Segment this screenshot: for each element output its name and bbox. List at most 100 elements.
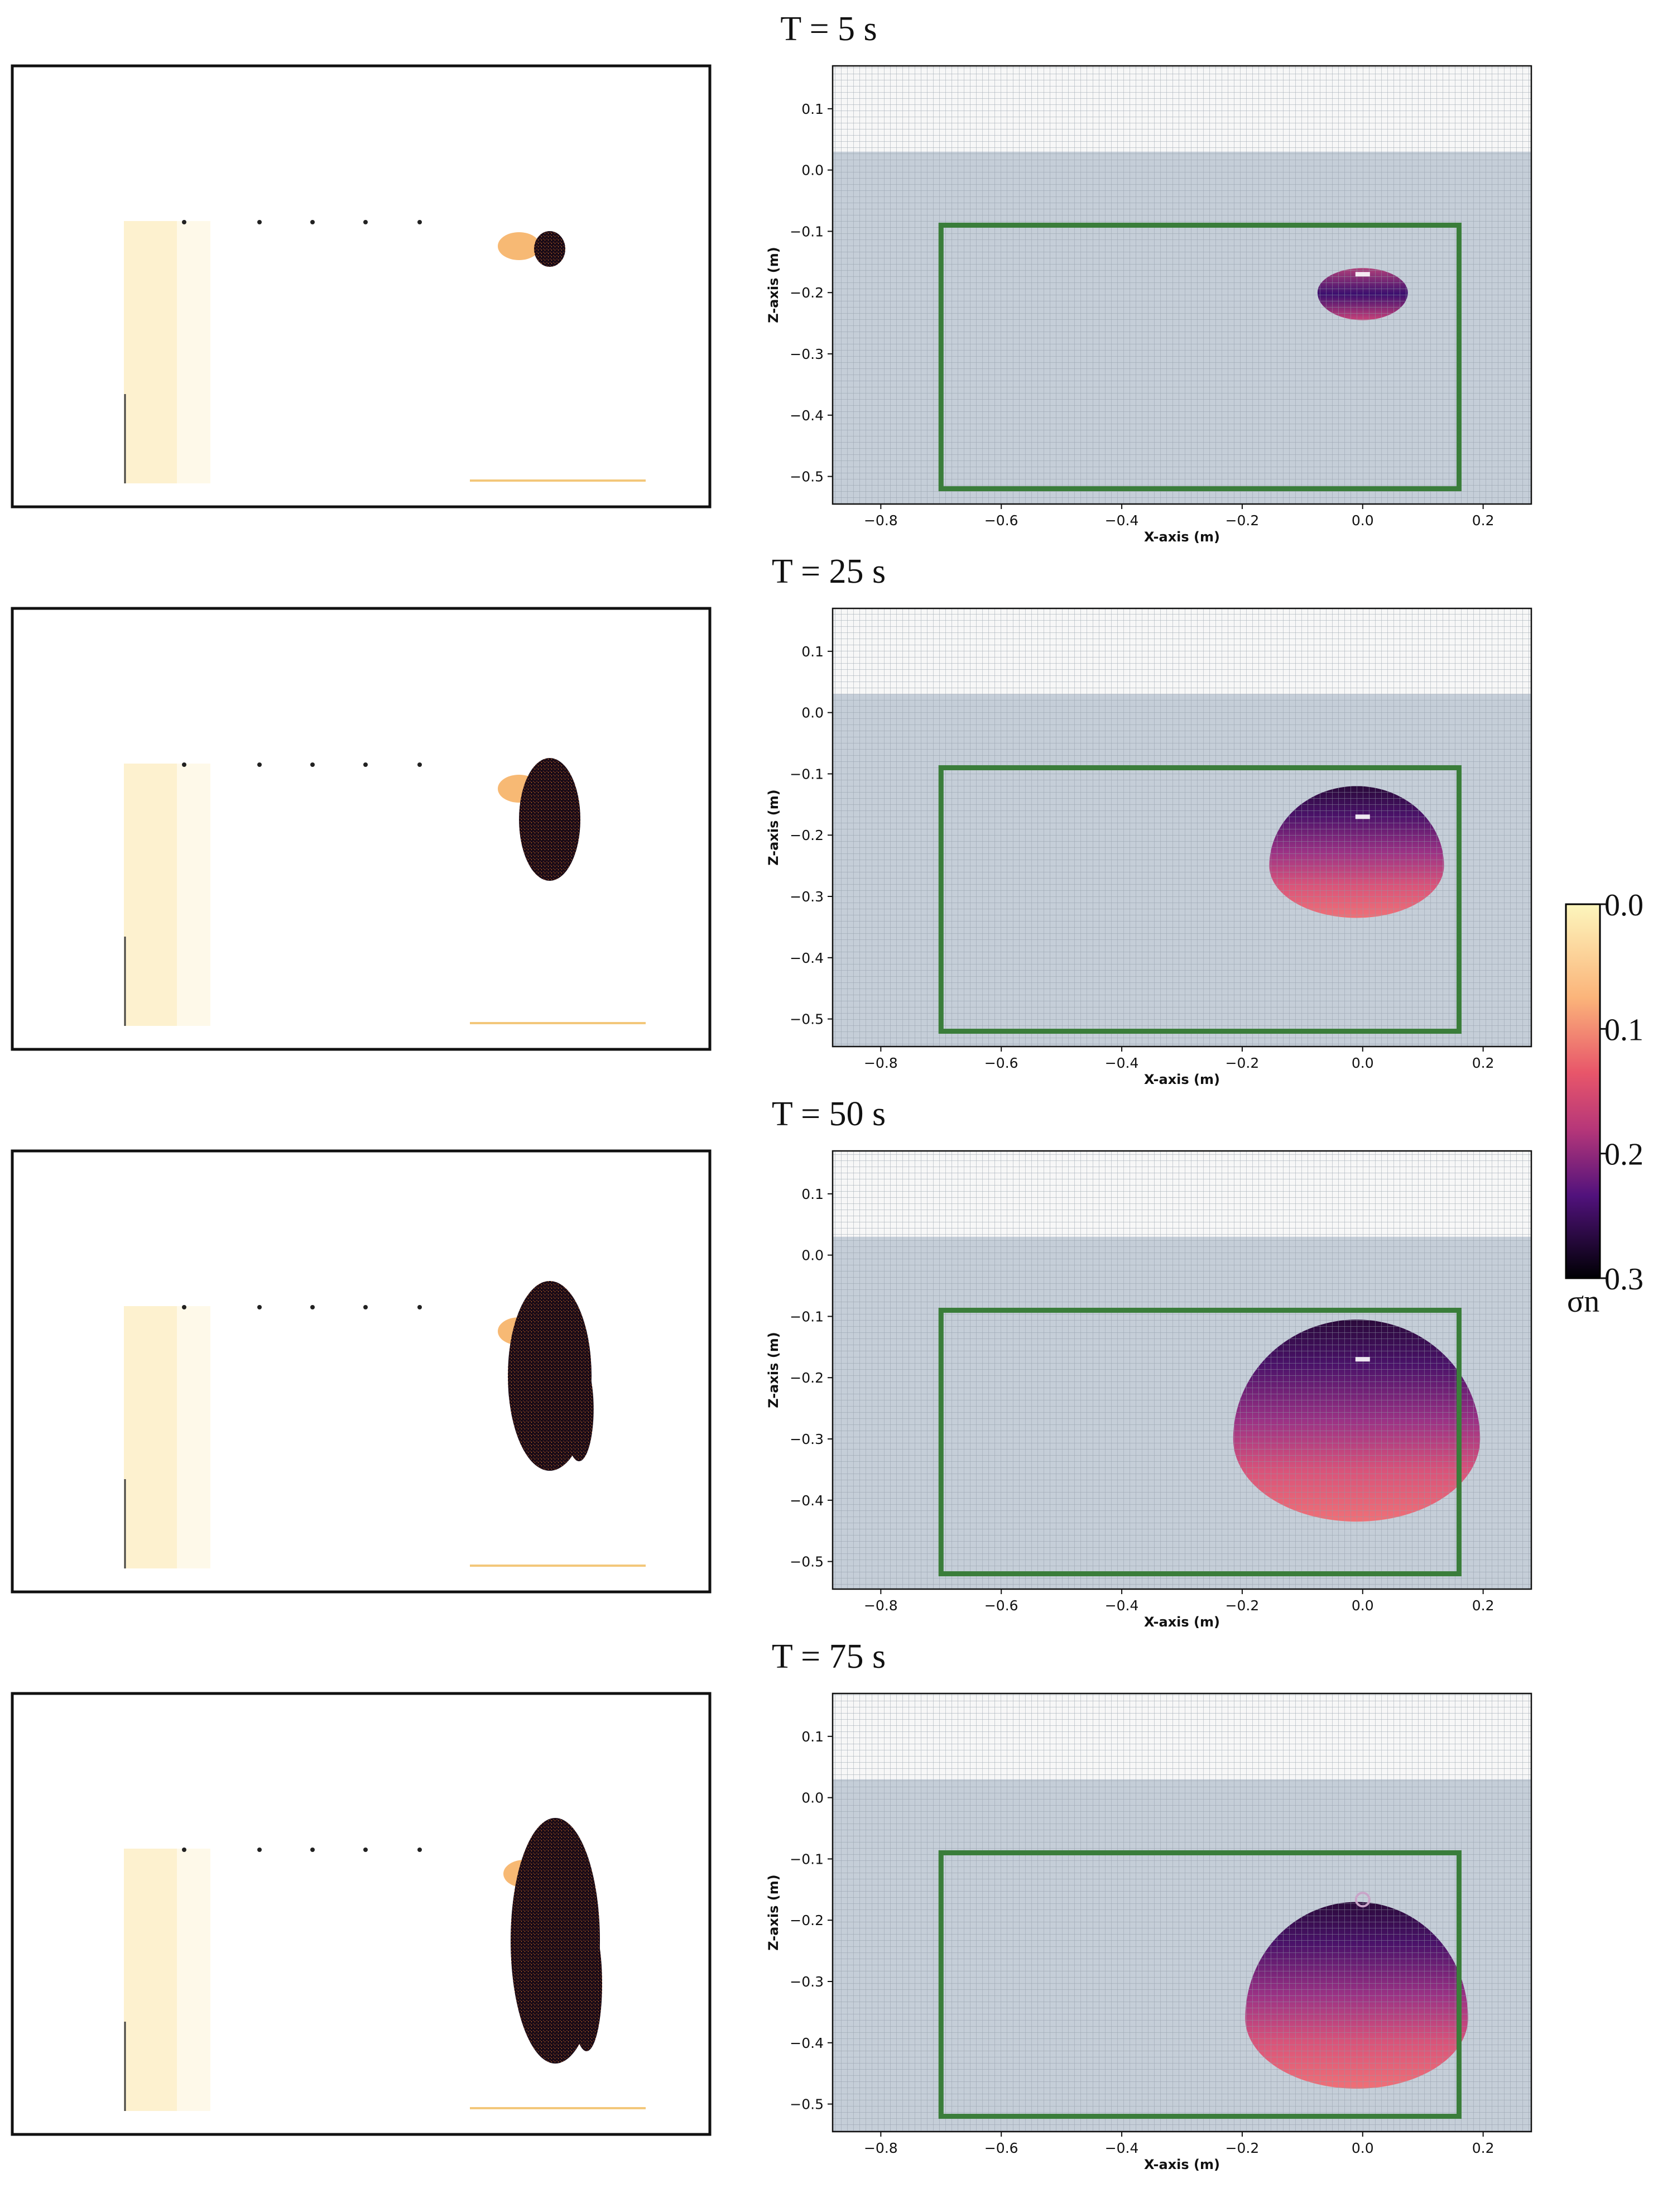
tank-marker [417, 762, 422, 767]
domain-box [938, 222, 1462, 492]
tank-marker [257, 1848, 262, 1852]
x-tick-label: 0.0 [1352, 1597, 1374, 1614]
colorbar-label: σn [1567, 1284, 1599, 1319]
x-tick-label: −0.8 [864, 512, 898, 529]
domain-box [938, 765, 1462, 1034]
axes-frame [832, 65, 1532, 505]
colorbar-ticks: 0.0 0.1 0.2 0.3 [1600, 888, 1643, 1297]
injection-point [1354, 1892, 1371, 1908]
tank-marker [417, 1305, 422, 1309]
colorbar-tick-label: 0.3 [1604, 1262, 1643, 1297]
injection-point [1355, 1357, 1370, 1362]
x-tick-label: −0.2 [1226, 2140, 1260, 2156]
y-tick-label: −0.2 [790, 285, 824, 301]
experiment-photo [11, 1692, 712, 2136]
experiment-photo [11, 607, 712, 1051]
panel-title: T = 25 s [772, 553, 886, 591]
tank-marker [417, 1848, 422, 1852]
x-tick-label: 0.2 [1472, 1055, 1494, 1071]
dye-source [498, 232, 540, 260]
y-tick-label: −0.1 [790, 1851, 824, 1867]
plot-area [833, 1151, 1531, 1589]
tank-left-fade [177, 1306, 210, 1568]
colorbar-tick-label: 0.0 [1604, 888, 1643, 923]
axes-frame [832, 1150, 1532, 1590]
y-tick-label: −0.4 [790, 950, 824, 966]
panels: T = 5 s−0.8 −0.6 −0.4 −0.2 0.0 0.20.10.0−0.1−… [11, 10, 1532, 2172]
axes-frame [832, 1692, 1532, 2133]
panel-4: T = 75 s −0.8 −0.6 −0.4 −0.2 0.0 0.2 0.1 0.0 −0.1… [11, 1638, 1532, 2172]
photo-frame [11, 1149, 712, 1594]
y-axis-label: Z-axis (m) [766, 789, 781, 865]
tank-marker [363, 1305, 368, 1309]
photo-frame [11, 64, 712, 508]
tank-marker [310, 220, 315, 224]
x-tick-label: −0.6 [984, 2140, 1018, 2156]
model-axes: −0.8 −0.6 −0.4 −0.2 0.0 0.2 0.1 0.0 −0.1 −0.2 −0.3… [766, 65, 1532, 545]
y-tick-label: −0.2 [790, 1912, 824, 1928]
experiment-photo [11, 64, 712, 508]
plot-area [833, 1693, 1531, 2132]
x-tick-label: 0.2 [1472, 1597, 1494, 1614]
y-tick-label: 0.0 [801, 1790, 824, 1806]
y-tick-label: −0.4 [790, 1493, 824, 1509]
axes-frame [832, 607, 1532, 1048]
x-axis-label: X-axis (m) [1144, 1614, 1220, 1630]
tank-marker [257, 220, 262, 224]
photo-frame [11, 607, 712, 1051]
tank-marker [310, 1305, 315, 1309]
y-tick-label: 0.1 [801, 1186, 824, 1202]
y-tick-label: −0.3 [790, 1431, 824, 1447]
dye-plume [534, 231, 565, 267]
x-tick-label: −0.2 [1226, 1055, 1260, 1071]
x-tick-label: 0.0 [1352, 512, 1374, 529]
mesh-grid [833, 1151, 1531, 1589]
photo-frame [11, 1692, 712, 2136]
y-tick-label: −0.2 [790, 1370, 824, 1386]
x-tick-label: −0.8 [864, 1597, 898, 1614]
x-axis-label: X-axis (m) [1144, 2157, 1220, 2172]
plot-area [833, 66, 1531, 504]
y-tick-label: −0.5 [790, 1011, 824, 1028]
x-axis-label: X-axis (m) [1144, 529, 1220, 545]
model-axes: −0.8 −0.6 −0.4 −0.2 0.0 0.2 0.1 0.0 −0.1 −0.2 −0.3… [766, 607, 1532, 1087]
x-tick-label: −0.6 [984, 1055, 1018, 1071]
x-tick-label: −0.8 [864, 1055, 898, 1071]
panel-1: T = 5 s−0.8 −0.6 −0.4 −0.2 0.0 0.20.10.0−0.1−… [11, 10, 1532, 545]
y-tick-label: 0.0 [801, 162, 824, 179]
tank-marker [363, 762, 368, 767]
y-tick-label: −0.3 [790, 1974, 824, 1990]
tank-marker [310, 1848, 315, 1852]
panel-3: T = 50 s −0.8 −0.6 −0.4 −0.2 0.0 0.2 0.1 0.0 −0.1… [11, 1095, 1532, 1630]
tank-left-band [124, 1306, 177, 1568]
tank-left-fade [177, 221, 210, 483]
y-tick-label: −0.5 [790, 2096, 824, 2113]
domain-box [938, 1307, 1462, 1577]
experiment-photo [11, 1149, 712, 1594]
panel-2: T = 25 s −0.8 −0.6 −0.4 −0.2 0.0 0.2 0.1 0.0 −0.1… [11, 553, 1532, 1087]
tank-left-fade [177, 764, 210, 1026]
model-axes: −0.8 −0.6 −0.4 −0.2 0.0 0.2 0.1 0.0 −0.1 −0.2 −0.3… [766, 1692, 1532, 2172]
x-tick-label: 0.0 [1352, 1055, 1374, 1071]
tank-marker [363, 1848, 368, 1852]
x-tick-label: −0.4 [1105, 2140, 1139, 2156]
y-tick-label: −0.5 [790, 1554, 824, 1570]
dye-plume-lobe [571, 1916, 602, 2051]
y-tick-label: −0.1 [790, 766, 824, 782]
y-tick-label: −0.4 [790, 407, 824, 424]
injection-point [1355, 814, 1370, 819]
tank-marker [182, 220, 186, 224]
tank-marker [417, 220, 422, 224]
y-tick-label: −0.1 [790, 223, 824, 239]
y-axis-label: Z-axis (m) [766, 1332, 781, 1408]
tank-marker [310, 762, 315, 767]
y-tick-label: −0.1 [790, 1308, 824, 1325]
x-tick-label: −0.8 [864, 2140, 898, 2156]
x-tick-label: −0.2 [1226, 1597, 1260, 1614]
tank-left-fade [177, 1849, 210, 2111]
tank-marker [182, 1848, 186, 1852]
y-tick-label: 0.1 [801, 1729, 824, 1745]
plot-area [833, 608, 1531, 1047]
tank-left-band [124, 221, 177, 483]
